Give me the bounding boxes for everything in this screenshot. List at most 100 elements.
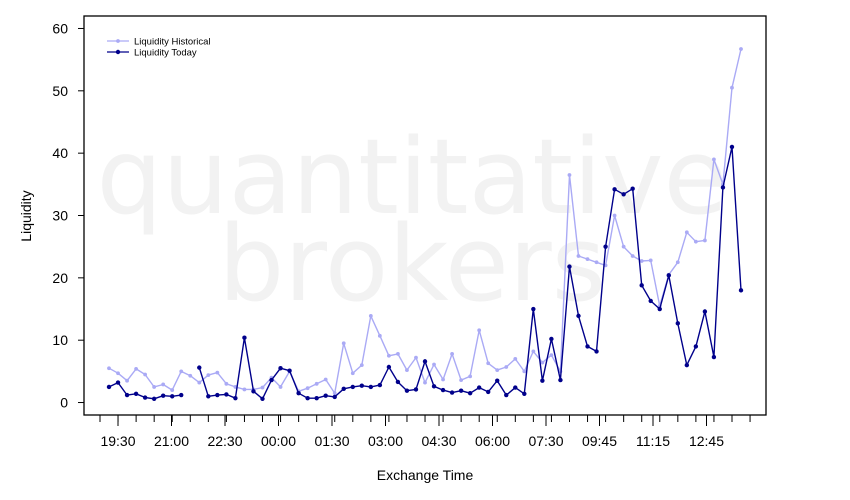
x-tick-label: 01:30 [314, 433, 349, 449]
data-point [323, 393, 328, 398]
data-point [648, 298, 653, 304]
data-point [432, 362, 436, 367]
x-axis-title: Exchange Time [377, 467, 474, 483]
data-point [603, 244, 608, 249]
data-point [350, 371, 355, 376]
data-point [269, 377, 274, 383]
data-point [567, 173, 572, 177]
data-point [684, 362, 690, 368]
data-point [323, 377, 328, 382]
watermark-line-2: brokers [218, 203, 606, 325]
data-point [730, 85, 734, 90]
data-point [160, 393, 166, 398]
data-point [684, 230, 689, 235]
x-tick-label: 19:30 [100, 433, 135, 449]
data-point [675, 321, 680, 326]
data-point [513, 385, 518, 390]
data-point [314, 395, 319, 401]
x-tick-label: 11:15 [636, 433, 670, 449]
data-point [188, 373, 193, 378]
data-point [621, 192, 626, 197]
data-point [170, 388, 175, 392]
data-point [486, 361, 491, 366]
data-point [305, 395, 310, 401]
data-point [260, 396, 265, 401]
x-tick-label: 21:00 [154, 433, 189, 449]
data-point [639, 259, 644, 263]
legend-label-today: Liquidity Today [134, 48, 197, 59]
data-point [540, 378, 545, 383]
data-point [422, 359, 428, 364]
y-axis: 0 10 20 30 40 50 60 [52, 20, 84, 411]
data-point [215, 370, 220, 375]
data-point [242, 335, 247, 340]
data-point [630, 186, 635, 191]
data-point [115, 380, 121, 385]
data-point [621, 244, 626, 249]
series-today [106, 144, 744, 401]
data-point [431, 384, 437, 389]
data-point [657, 306, 662, 312]
data-point [142, 395, 148, 400]
data-point [125, 378, 129, 383]
y-tick-label: 60 [52, 20, 68, 36]
data-point [359, 363, 364, 368]
data-point [693, 239, 698, 244]
data-point [133, 391, 139, 397]
data-point [585, 257, 590, 262]
data-point [612, 213, 617, 218]
data-point [712, 157, 716, 162]
legend-label-historical: Liquidity Historical [134, 37, 211, 48]
data-point [143, 372, 148, 377]
data-point [549, 353, 554, 358]
data-point [206, 373, 211, 377]
legend-marker-today [115, 49, 121, 55]
data-point [152, 385, 157, 389]
data-point [630, 254, 635, 258]
data-point [540, 360, 545, 365]
y-tick-label: 0 [60, 395, 68, 411]
data-point [395, 379, 401, 385]
data-point [386, 353, 391, 358]
data-point [440, 387, 446, 393]
y-tick-label: 30 [52, 208, 68, 224]
data-point [134, 366, 138, 371]
data-point [215, 392, 220, 398]
data-point [377, 382, 383, 388]
data-point [458, 388, 464, 393]
y-tick-label: 20 [52, 270, 68, 286]
data-point [504, 365, 509, 369]
data-point [531, 349, 536, 354]
data-point [594, 349, 599, 354]
data-point [396, 352, 400, 356]
data-point [287, 368, 292, 373]
data-point [648, 258, 653, 263]
data-point [106, 384, 112, 390]
data-point [341, 341, 346, 346]
data-point [305, 386, 310, 391]
data-point [224, 381, 229, 386]
data-point [179, 392, 184, 398]
y-tick-label: 50 [52, 83, 68, 99]
data-point [170, 394, 175, 399]
data-point [729, 144, 735, 150]
data-point [468, 374, 473, 379]
data-point [666, 273, 671, 278]
data-point [404, 388, 410, 393]
x-tick-label: 04:30 [421, 433, 456, 449]
data-point [124, 392, 130, 398]
data-point [278, 385, 283, 389]
legend-marker-historical [116, 39, 120, 43]
data-point [197, 380, 202, 385]
data-point [233, 395, 238, 401]
data-point [486, 389, 491, 395]
data-point [522, 391, 527, 397]
data-point [720, 185, 726, 190]
data-point [504, 392, 509, 398]
x-tick-label: 03:00 [368, 433, 403, 449]
data-point [495, 368, 500, 373]
data-point [459, 378, 464, 382]
data-point [413, 387, 419, 392]
data-point [639, 283, 644, 288]
data-point [368, 384, 374, 390]
